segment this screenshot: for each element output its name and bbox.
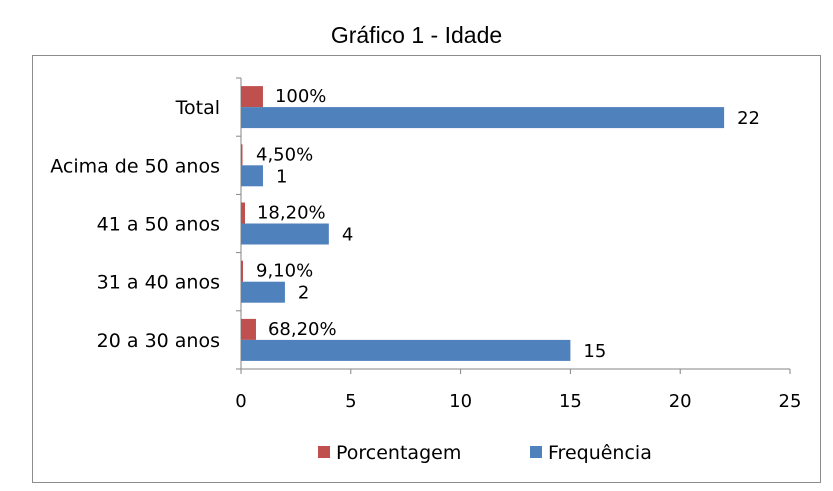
- bar-frequencia: [241, 223, 329, 245]
- bar-porcentagem: [241, 202, 245, 224]
- legend-porcentagem-swatch: [318, 446, 330, 458]
- data-label-porcentagem: 18,20%: [257, 203, 326, 224]
- data-label-porcentagem: 9,10%: [256, 261, 313, 282]
- legend-frequencia-swatch: [530, 446, 542, 458]
- category-label: 41 a 50 anos: [97, 214, 220, 236]
- data-label-frequencia: 15: [583, 341, 606, 362]
- data-label-frequencia: 2: [298, 283, 309, 304]
- bar-porcentagem: [241, 86, 263, 108]
- data-label-porcentagem: 100%: [275, 86, 326, 107]
- x-tick-label: 5: [345, 391, 356, 412]
- data-label-porcentagem: 4,50%: [256, 144, 313, 165]
- chart-area-border: [32, 55, 821, 483]
- bar-frequencia: [241, 339, 571, 361]
- category-label: Total: [175, 97, 220, 119]
- data-label-frequencia: 1: [276, 166, 287, 187]
- data-label-frequencia: 22: [737, 108, 760, 129]
- category-label: 20 a 30 anos: [97, 330, 220, 352]
- data-label-frequencia: 4: [342, 225, 353, 246]
- bar-frequencia: [241, 281, 285, 303]
- x-tick-label: 10: [449, 391, 472, 412]
- chart-title: Gráfico 1 - Idade: [330, 22, 503, 48]
- x-tick-label: 25: [779, 391, 802, 412]
- data-label-porcentagem: 68,20%: [268, 319, 337, 340]
- legend-porcentagem-label: Porcentagem: [336, 442, 461, 464]
- x-tick-label: 0: [235, 391, 246, 412]
- x-tick-label: 20: [669, 391, 692, 412]
- bar-frequencia: [241, 107, 725, 129]
- bar-porcentagem: [241, 144, 243, 166]
- bar-frequencia: [241, 165, 263, 187]
- category-label: 31 a 40 anos: [97, 272, 220, 294]
- x-tick-label: 15: [559, 391, 582, 412]
- legend-frequencia-label: Frequência: [548, 442, 652, 464]
- bar-porcentagem: [241, 260, 243, 282]
- bar-porcentagem: [241, 318, 256, 340]
- category-label: Acima de 50 anos: [50, 155, 220, 177]
